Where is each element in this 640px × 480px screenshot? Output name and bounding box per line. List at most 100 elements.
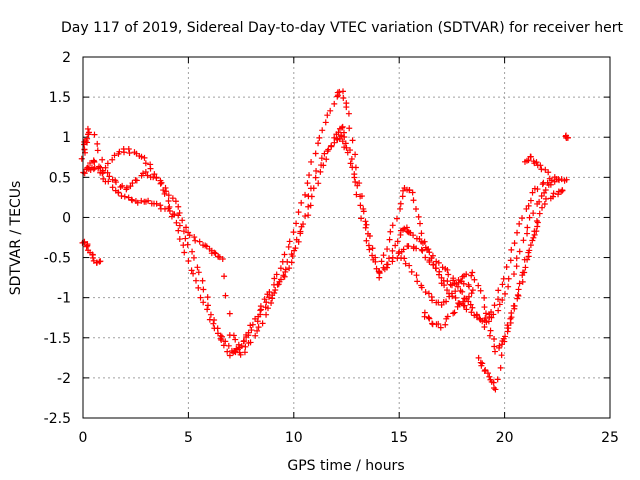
data-point <box>451 309 458 316</box>
data-point <box>204 306 211 313</box>
data-point <box>410 232 417 239</box>
data-point <box>235 341 242 348</box>
data-point <box>286 238 293 245</box>
data-point <box>191 234 198 241</box>
data-point <box>376 268 383 275</box>
data-point <box>265 294 272 301</box>
data-point <box>409 189 416 196</box>
data-point <box>186 232 193 239</box>
data-point <box>399 193 406 200</box>
data-point <box>188 267 195 274</box>
data-point <box>226 310 233 317</box>
data-point <box>112 179 119 186</box>
data-point <box>467 301 474 308</box>
x-tick-label: 25 <box>601 430 619 446</box>
data-point <box>481 294 488 301</box>
data-point <box>347 147 354 154</box>
y-tick-label: -1.5 <box>44 331 71 347</box>
data-point <box>237 351 244 358</box>
y-axis-ticks: -2.5 -2 -1.5 -1 -0.5 0 0.5 1 1.5 2 <box>44 50 610 427</box>
data-point <box>109 184 116 191</box>
data-point <box>121 193 128 200</box>
data-point <box>298 199 305 206</box>
data-point <box>516 220 523 227</box>
data-point <box>257 311 264 318</box>
data-point <box>422 254 429 261</box>
data-point <box>218 336 225 343</box>
data-point <box>192 237 199 244</box>
data-point <box>125 146 132 153</box>
data-point <box>327 107 334 114</box>
x-tick-label: 20 <box>496 430 514 446</box>
data-point <box>190 254 197 261</box>
data-point <box>197 294 204 301</box>
data-point <box>138 153 145 160</box>
data-point <box>142 160 149 167</box>
data-point <box>372 258 379 265</box>
data-point <box>384 261 391 268</box>
data-point <box>521 269 528 276</box>
data-point <box>530 234 537 241</box>
data-point <box>402 260 409 267</box>
data-point <box>539 181 546 188</box>
data-point <box>349 137 356 144</box>
series-track-8 <box>78 125 92 162</box>
data-point <box>513 263 520 270</box>
data-point <box>304 180 311 187</box>
data-point <box>526 214 533 221</box>
data-point <box>324 112 331 119</box>
x-axis-label: GPS time / hours <box>287 458 404 474</box>
data-point <box>263 311 270 318</box>
data-point <box>365 242 372 249</box>
data-point <box>533 159 540 166</box>
data-point <box>230 332 237 339</box>
data-point <box>463 306 470 313</box>
data-point <box>308 193 315 200</box>
series-track-1 <box>80 132 570 358</box>
data-point <box>523 205 530 212</box>
data-point <box>534 219 541 226</box>
data-point <box>380 252 387 259</box>
data-point <box>78 155 85 162</box>
data-point <box>165 198 172 205</box>
x-tick-label: 0 <box>79 430 88 446</box>
data-point <box>418 284 425 291</box>
data-point <box>91 131 98 138</box>
data-point <box>127 183 134 190</box>
data-point <box>196 238 203 245</box>
data-point <box>542 187 549 194</box>
data-point <box>175 227 182 234</box>
data-point <box>99 167 106 174</box>
data-point <box>358 215 365 222</box>
data-point <box>176 236 183 243</box>
y-tick-label: -2.5 <box>44 411 71 427</box>
data-point <box>468 309 475 316</box>
data-point <box>360 205 367 212</box>
data-point <box>545 169 552 176</box>
data-point <box>145 197 152 204</box>
data-point <box>318 155 325 162</box>
data-point <box>399 226 406 233</box>
data-point <box>99 156 106 163</box>
data-point <box>504 328 511 335</box>
data-point <box>200 299 207 306</box>
data-point <box>471 276 478 283</box>
data-point <box>444 266 451 273</box>
data-point <box>548 177 555 184</box>
plot-frame <box>82 56 611 419</box>
data-point <box>401 225 408 232</box>
data-point <box>426 315 433 322</box>
data-point <box>442 321 449 328</box>
data-point <box>87 160 94 167</box>
data-point <box>129 197 136 204</box>
series-track-7 <box>79 238 104 266</box>
data-points <box>78 88 571 393</box>
data-point <box>212 250 219 257</box>
data-point <box>306 172 313 179</box>
data-point <box>516 280 523 287</box>
data-point <box>104 169 111 176</box>
data-point <box>281 273 288 280</box>
data-point <box>418 230 425 237</box>
data-point <box>437 324 444 331</box>
